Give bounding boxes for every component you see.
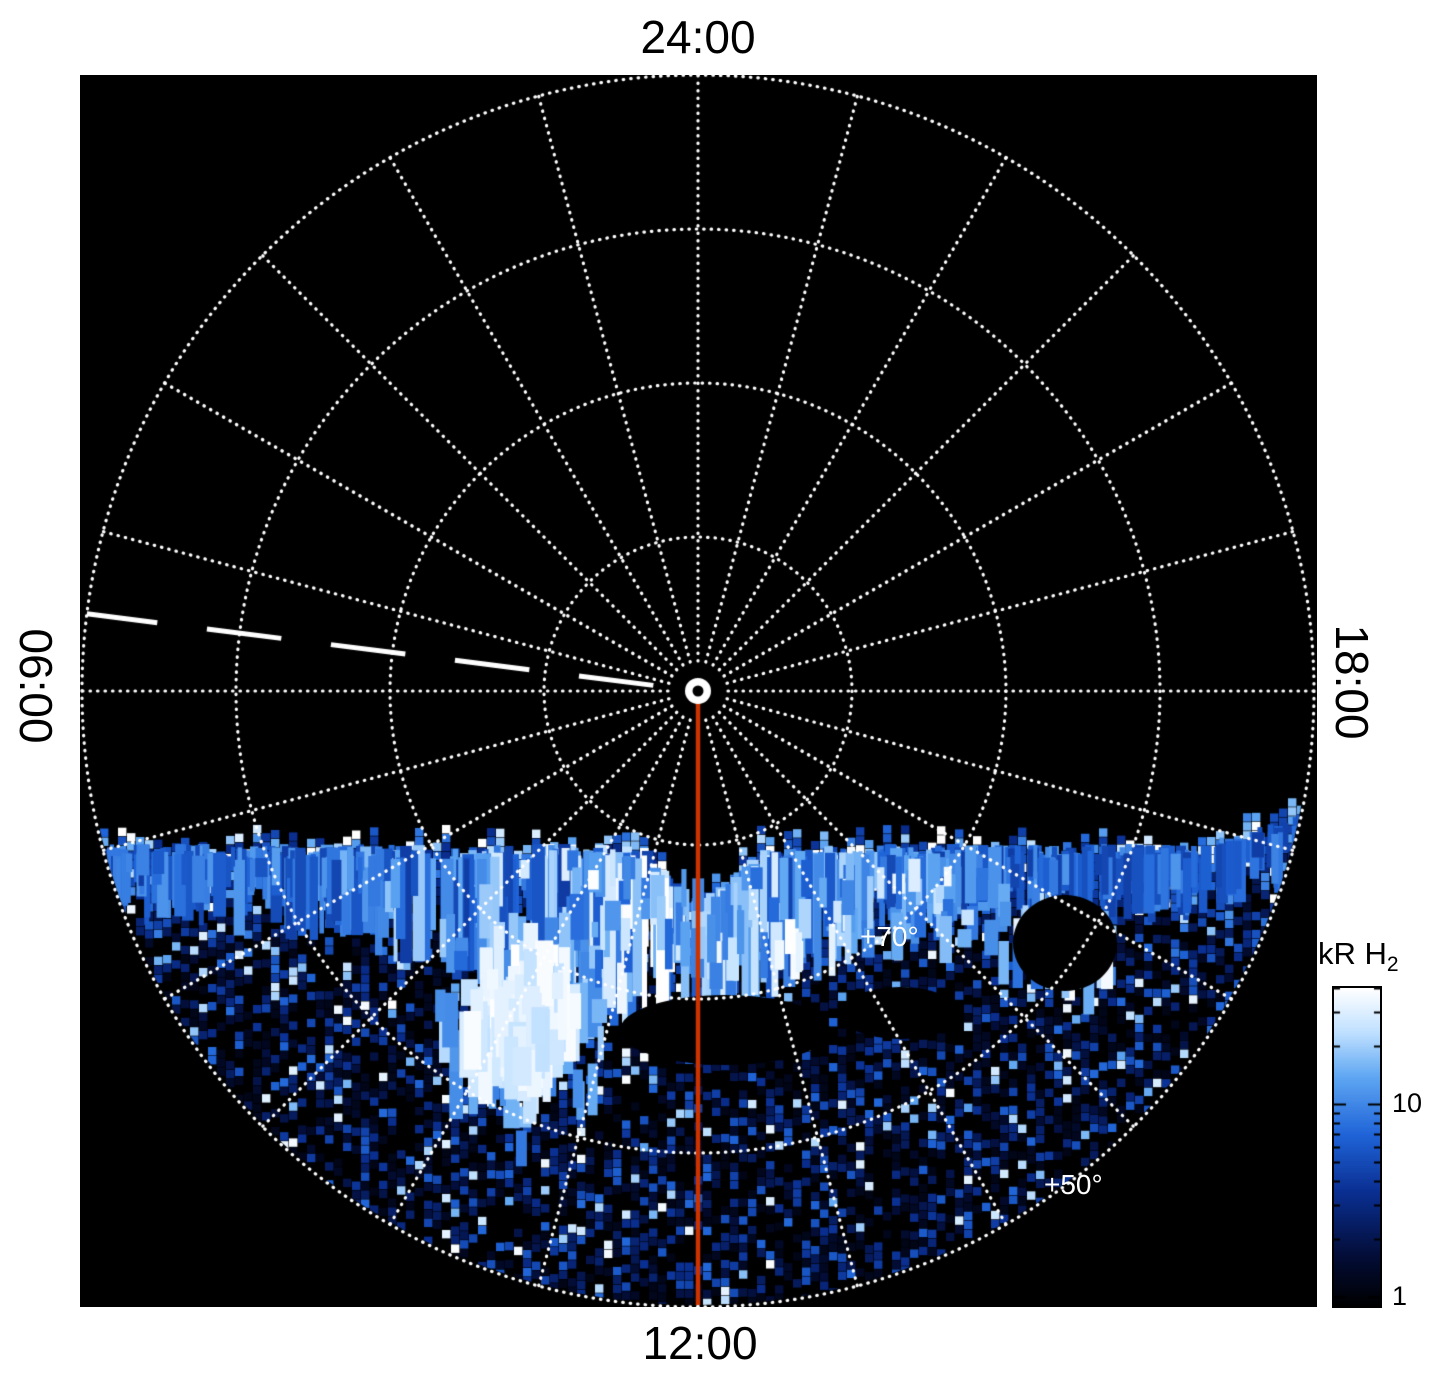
time-label-top-2400: 24:00 [640,11,756,63]
colorbar-tick-label-1: 1 [1392,1281,1408,1311]
colorbar [1332,986,1382,1308]
time-label-left-0600: 06:00 [10,628,62,744]
time-label-right-1800: 18:00 [1326,624,1378,740]
colorbar-tick-label-10: 10 [1392,1088,1423,1118]
colorbar-title-subscript: 2 [1386,953,1399,977]
colorbar-gradient-canvas [1334,988,1380,1306]
time-label-bottom-1200: 12:00 [642,1317,758,1369]
latitude-label-plus50: +50° [1044,1169,1103,1200]
aurora-heatmap-canvas [80,75,1317,1307]
colorbar-title: kR H2 [1318,936,1399,977]
latitude-label-plus70: +70° [860,921,919,952]
polar-plot-area: +70° +50° [80,75,1317,1307]
colorbar-title-main: kR H [1318,936,1387,971]
